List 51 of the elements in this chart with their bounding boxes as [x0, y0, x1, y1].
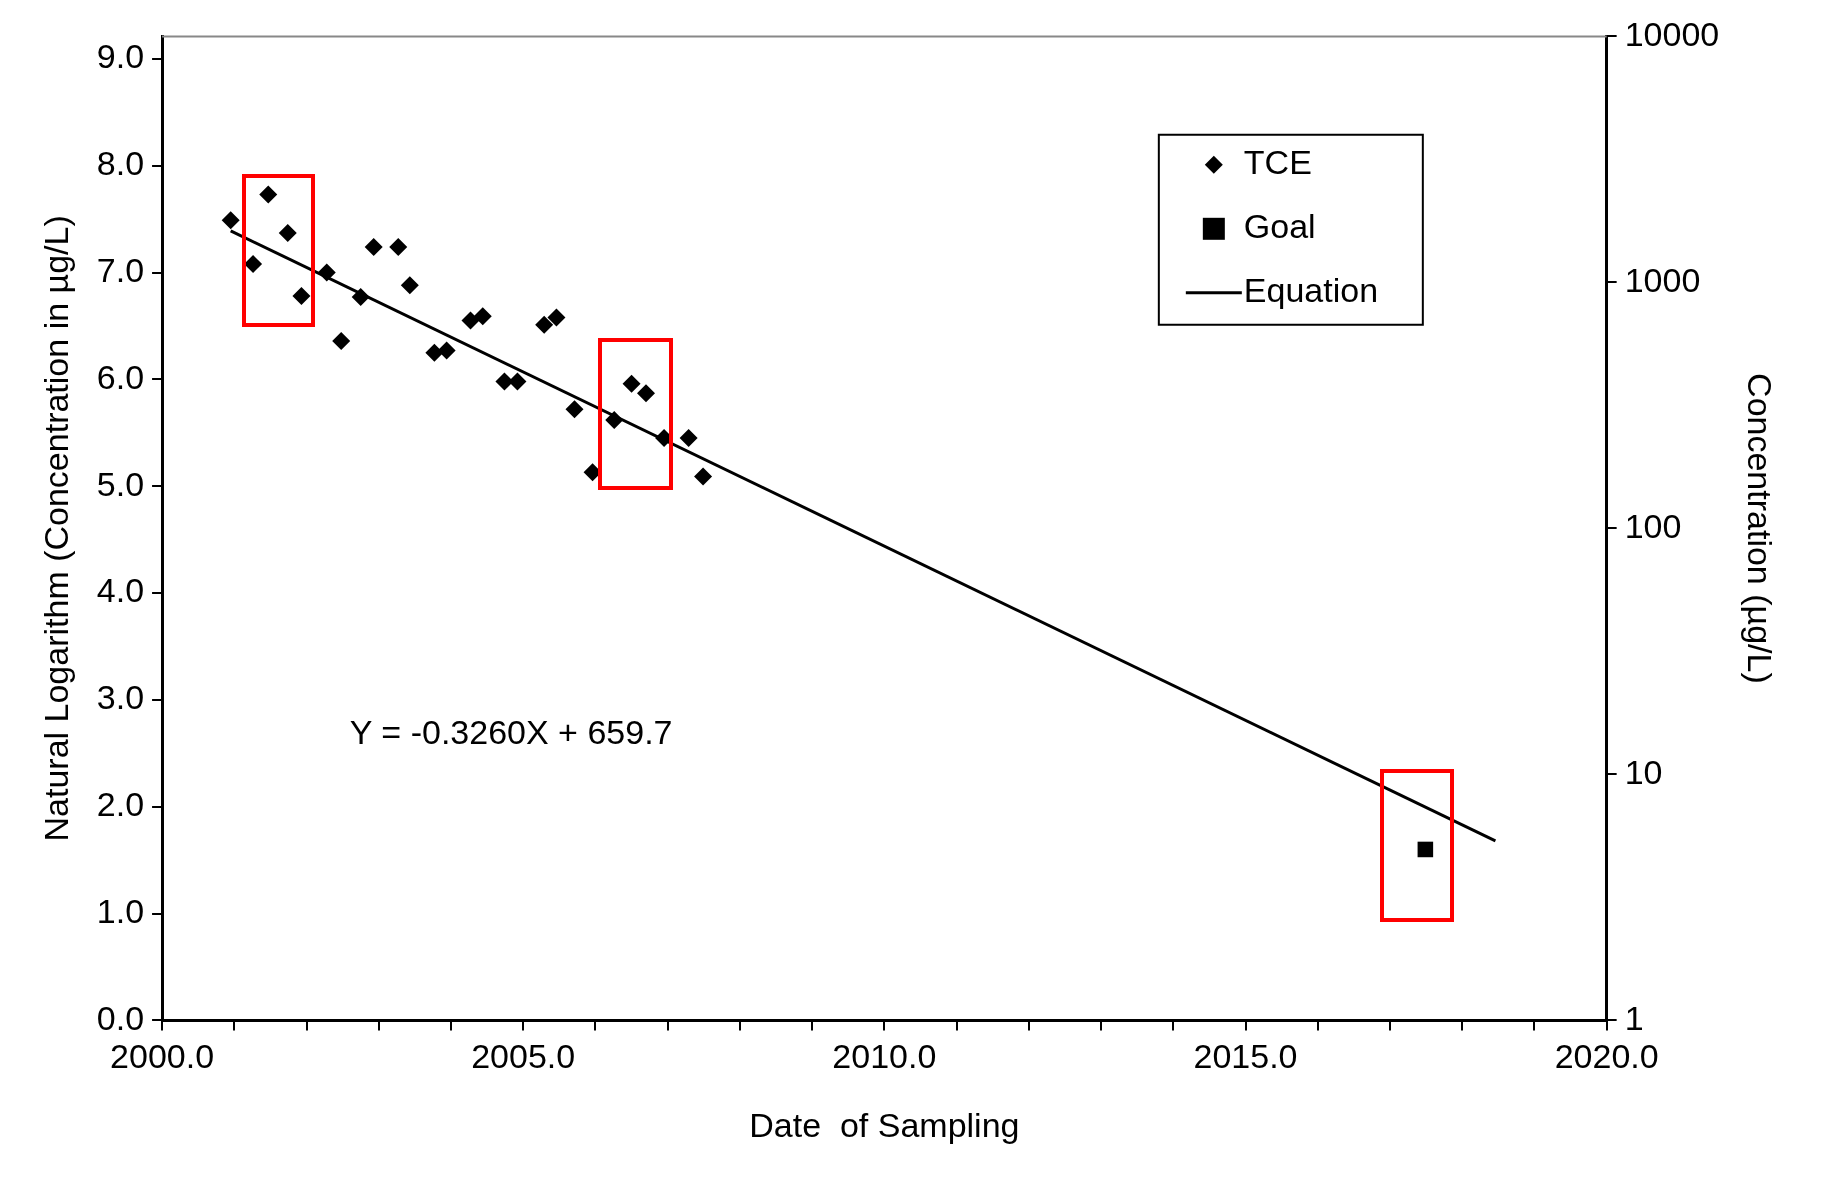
point: [244, 254, 263, 273]
y-tick-label: 3.0: [96, 678, 145, 717]
y-tick-label: 7.0: [96, 250, 145, 289]
y2-tick-label: 10: [1624, 752, 1663, 791]
annotation: Y = -0.3260X + 659.7: [349, 713, 673, 752]
point: [461, 311, 480, 330]
x-tick-label: 2000.0: [110, 1037, 215, 1076]
point: [437, 341, 456, 360]
x-axis-title: Date of Sampling: [749, 1105, 1020, 1144]
legend-label: Equation: [1243, 271, 1379, 310]
y-tick-label: 9.0: [96, 37, 145, 76]
y-tick-label: 8.0: [96, 144, 145, 183]
y-tick-label: 6.0: [96, 357, 145, 396]
legend-label: Goal: [1243, 207, 1316, 246]
y-tick-label: 0.0: [96, 998, 145, 1037]
point: [364, 237, 383, 256]
x-tick-label: 2005.0: [471, 1037, 576, 1076]
y2-tick-label: 10000: [1624, 14, 1720, 53]
point: [221, 211, 240, 230]
point: [637, 384, 655, 403]
y-axis-title: Natural Logarithm (Concentration in µg/L): [36, 215, 75, 842]
y2-axis-title: Concentration (µg/L): [1741, 373, 1780, 684]
y-tick-label: 5.0: [96, 464, 145, 503]
point: [679, 429, 698, 448]
x-tick-label: 2010.0: [832, 1037, 937, 1076]
y-tick-label: 1.0: [96, 891, 145, 930]
y2-tick-label: 1: [1624, 998, 1644, 1037]
y-tick-label: 4.0: [96, 571, 145, 610]
point: [278, 223, 297, 242]
point: [535, 315, 554, 334]
point: [473, 307, 492, 326]
point: [425, 343, 444, 362]
point: [317, 263, 336, 282]
y2-tick-label: 1000: [1624, 260, 1701, 299]
point: [259, 185, 278, 204]
point: [351, 288, 370, 307]
x-tick-label: 2020.0: [1554, 1037, 1659, 1076]
legend-label: TCE: [1243, 143, 1312, 182]
point: [622, 374, 641, 393]
point: [605, 410, 624, 429]
x-tick-label: 2015.0: [1193, 1037, 1298, 1076]
y-tick-label: 2.0: [96, 785, 145, 824]
point: [565, 400, 584, 419]
point: [547, 308, 566, 327]
point: [400, 276, 419, 295]
point: [292, 287, 311, 306]
point: [389, 237, 408, 256]
point: [1417, 841, 1434, 858]
point: [332, 331, 351, 350]
point: [694, 467, 713, 486]
y2-tick-label: 100: [1624, 506, 1682, 545]
